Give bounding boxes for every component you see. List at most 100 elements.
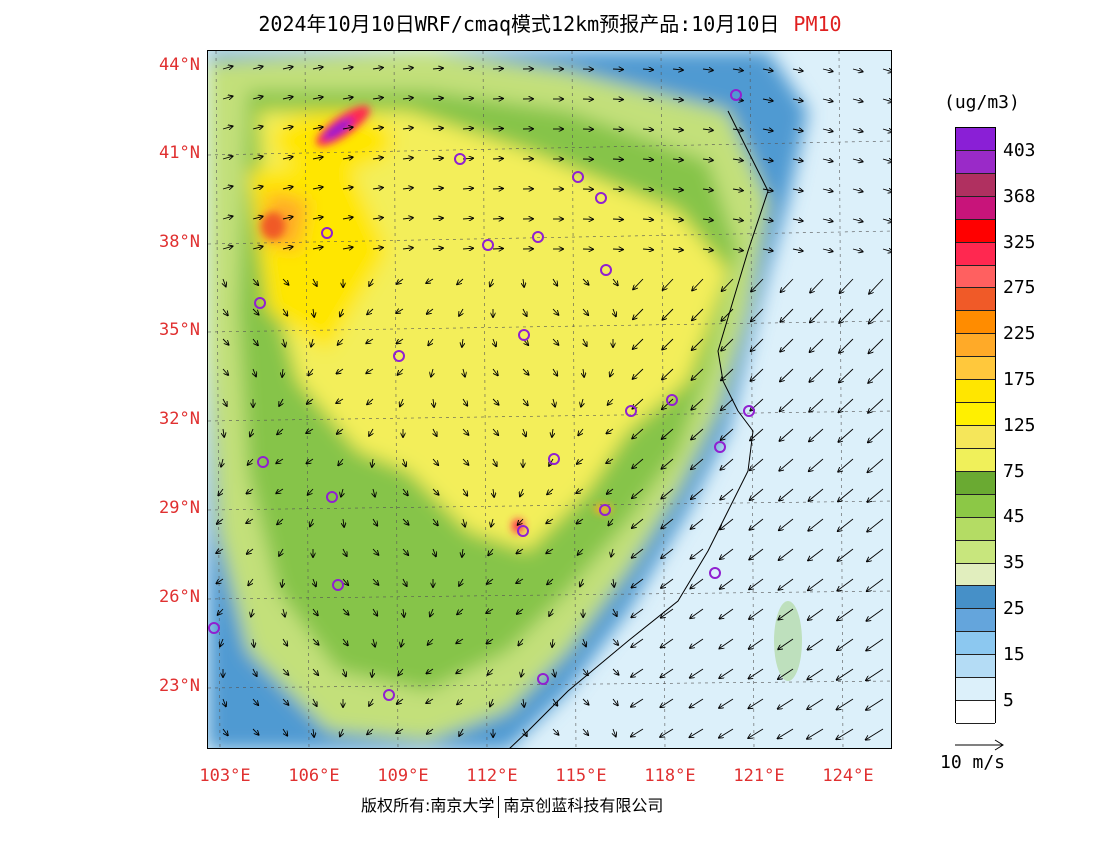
wind-arrow (721, 398, 734, 410)
wind-arrow (868, 428, 884, 443)
wind-arrow (719, 638, 734, 649)
wind-arrow (577, 458, 584, 464)
wind-arrow (433, 548, 436, 556)
wind-arrow (822, 129, 833, 131)
city-marker (709, 567, 721, 579)
wind-arrow (492, 249, 503, 250)
wind-arrow (312, 67, 323, 69)
wind-arrow (607, 488, 614, 494)
wind-arrow (283, 638, 287, 646)
wind-arrow (822, 189, 833, 191)
city-marker (518, 329, 530, 341)
graticule (208, 51, 891, 748)
city-marker (332, 579, 344, 591)
wind-arrow (222, 338, 229, 345)
wind-arrow (488, 548, 494, 555)
wind-arrow (432, 128, 443, 129)
wind-arrow (852, 69, 863, 72)
colorbar-swatch (956, 655, 995, 679)
lat-label-26: 26°N (159, 587, 200, 607)
wind-arrow (720, 578, 734, 589)
wind-arrow (661, 518, 674, 528)
wind-arrow (702, 129, 713, 130)
wind-arrow (690, 578, 704, 589)
wind-arrow (222, 728, 228, 735)
wind-arrow (662, 308, 674, 320)
wind-arrow (779, 548, 794, 560)
wind-arrow (216, 578, 224, 584)
wind-vectors (216, 66, 891, 740)
wind-arrow (672, 249, 683, 250)
wind-arrow (523, 278, 524, 287)
wind-arrow (313, 278, 317, 286)
wind-arrow (867, 488, 884, 502)
wind-arrow (778, 698, 794, 709)
wind-arrow (691, 458, 704, 469)
wind-arrow (852, 219, 863, 222)
wind-arrow (807, 728, 824, 739)
wind-arrow (253, 668, 257, 676)
wind-arrow (612, 129, 623, 130)
wind-arrow (462, 548, 463, 557)
wind-arrow (372, 218, 383, 220)
wind-arrow (732, 219, 743, 221)
wind-arrow (751, 338, 764, 351)
wind-arrow (223, 698, 226, 706)
wind-arrow (282, 308, 287, 316)
variable-label: PM10 (793, 12, 842, 36)
map-canvas (208, 51, 891, 748)
wind-arrow (402, 188, 413, 189)
wind-arrow (762, 99, 773, 101)
wind-arrow (223, 398, 227, 406)
wind-arrow (396, 729, 404, 733)
wind-arrow (720, 548, 734, 559)
wind-arrow (576, 518, 584, 524)
wind-arrow (338, 458, 344, 465)
city-marker (208, 622, 220, 634)
wind-arrow (373, 638, 375, 647)
colorbar-swatch (956, 334, 995, 358)
wind-arrow (252, 96, 263, 99)
wind-arrow (402, 68, 413, 69)
colorbar-label: 75 (1003, 460, 1025, 482)
wind-arrow (372, 68, 383, 70)
wind-arrow (428, 638, 434, 645)
wind-arrow (608, 518, 614, 526)
wind-arrow (282, 97, 293, 99)
wind-arrow (632, 518, 644, 528)
colorbar-label: 403 (1003, 140, 1036, 161)
wind-arrow (749, 578, 764, 589)
wind-arrow (692, 308, 704, 320)
wind-arrow (632, 548, 644, 558)
wind-arrow (491, 518, 493, 527)
wind-arrow (367, 398, 374, 404)
wind-arrow (426, 668, 434, 674)
wind-arrow (372, 158, 383, 160)
city-marker (537, 673, 549, 685)
city-marker (532, 231, 544, 243)
wind-arrow (580, 578, 583, 586)
wind-arrow (869, 338, 884, 353)
wind-arrow (868, 398, 884, 413)
wind-arrow (838, 518, 854, 531)
wind-arrow (276, 459, 284, 463)
wind-arrow (642, 159, 653, 160)
wind-arrow (552, 428, 553, 437)
colorbar-swatch (956, 150, 995, 174)
wind-arrow (822, 219, 833, 221)
wind-arrow (252, 66, 263, 69)
taiwan-island (774, 601, 802, 681)
wind-arrow (462, 458, 468, 465)
wind-arrow (342, 578, 348, 585)
wind-arrow (223, 278, 226, 287)
wind-arrow (809, 458, 824, 471)
wind-arrow (490, 278, 493, 286)
colorbar-label: 225 (1003, 323, 1036, 345)
wind-arrow (372, 98, 383, 100)
wind-arrow (631, 608, 644, 617)
wind-arrow (867, 518, 884, 532)
wind-reference-label: 10 m/s (940, 752, 1006, 773)
wind-arrow (702, 189, 713, 190)
wind-arrow (369, 278, 373, 286)
wind-arrow (312, 157, 323, 159)
